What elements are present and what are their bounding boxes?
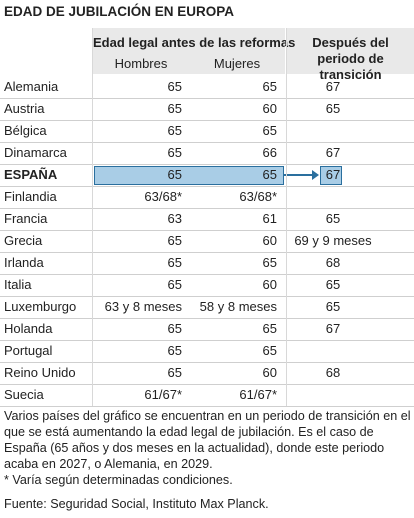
cell: 69 y 9 meses [294, 233, 372, 248]
row-line [0, 296, 414, 297]
cell: 68 [325, 255, 341, 270]
country: Portugal [4, 343, 53, 358]
row-line [0, 120, 414, 121]
header-bg [287, 28, 414, 74]
country: Suecia [4, 387, 44, 402]
cell: 65 [167, 277, 182, 292]
country: ESPAÑA [4, 167, 58, 182]
cell: 65 [167, 233, 182, 248]
row-line [0, 98, 414, 99]
cell: 65 [167, 255, 182, 270]
cell: 65 [262, 321, 277, 336]
row-line [0, 318, 414, 319]
note: Varios países del gráfico se encuentran … [4, 409, 411, 471]
row-line [0, 384, 414, 385]
cell: 60 [262, 101, 277, 116]
cell: 65 [167, 343, 182, 358]
country: Irlanda [4, 255, 44, 270]
country: Francia [4, 211, 48, 226]
row-line [0, 164, 414, 165]
cell: 67 [325, 79, 341, 94]
country: Italia [4, 277, 32, 292]
cell: 65 [167, 101, 182, 116]
country: Austria [4, 101, 45, 116]
cell: 65 [325, 299, 341, 314]
cell: 65 [262, 255, 277, 270]
arrow-line [284, 174, 314, 176]
note: * Varía según determinadas condiciones. [4, 473, 233, 487]
cell: 63 [167, 211, 182, 226]
highlight-box [320, 166, 342, 185]
cell: 65 [167, 79, 182, 94]
cell: 65 [262, 79, 277, 94]
cell: 65 [167, 365, 182, 380]
notes: Varios países del gráfico se encuentran … [4, 408, 414, 488]
country: Reino Unido [4, 365, 76, 380]
cell: 65 [262, 167, 277, 182]
cell: 63/68* [239, 189, 277, 204]
cell: 65 [325, 277, 341, 292]
cell: 65 [167, 321, 182, 336]
country: Holanda [4, 321, 53, 336]
cell: 65 [262, 123, 277, 138]
cell: 63/68* [144, 189, 182, 204]
cell: 65 [262, 343, 277, 358]
country: Finlandia [4, 189, 57, 204]
cell: 58 y 8 meses [199, 299, 277, 314]
cell: 65 [167, 167, 182, 182]
subheader: Mujeres [213, 56, 261, 71]
cell: 66 [262, 145, 277, 160]
cell: 61/67* [144, 387, 182, 402]
row-line [0, 274, 414, 275]
cell: 67 [325, 145, 341, 160]
cell: 60 [262, 277, 277, 292]
cell: 67 [325, 321, 341, 336]
cell: 63 y 8 meses [104, 299, 182, 314]
group-header: Edad legal antes de las reformas [93, 35, 296, 50]
row-line [0, 208, 414, 209]
row-line [0, 142, 414, 143]
row-line [0, 230, 414, 231]
source: Fuente: Seguridad Social, Instituto Max … [4, 497, 269, 511]
cell: 68 [325, 365, 341, 380]
row-line [0, 186, 414, 187]
cell: 61/67* [239, 387, 277, 402]
cell: 65 [325, 211, 341, 226]
arrow-head [312, 170, 319, 180]
column-line [92, 28, 93, 406]
title: EDAD DE JUBILACIÓN EN EUROPA [4, 4, 235, 19]
row-line [0, 406, 414, 407]
cell: 67 [325, 167, 341, 182]
subheader: Hombres [114, 56, 168, 71]
highlight-box [94, 166, 284, 185]
row-line [0, 362, 414, 363]
column-line [286, 28, 287, 406]
cell: 61 [262, 211, 277, 226]
country: Alemania [4, 79, 59, 94]
row-line [0, 340, 414, 341]
cell: 60 [262, 365, 277, 380]
row-line [0, 252, 414, 253]
country: Dinamarca [4, 145, 67, 160]
after-header: Después del periodo de transición [312, 35, 389, 82]
cell: 65 [167, 123, 182, 138]
country: Grecia [4, 233, 43, 248]
country: Luxemburgo [4, 299, 77, 314]
header-bg [93, 28, 285, 74]
cell: 60 [262, 233, 277, 248]
country: Bélgica [4, 123, 47, 138]
cell: 65 [325, 101, 341, 116]
cell: 65 [167, 145, 182, 160]
